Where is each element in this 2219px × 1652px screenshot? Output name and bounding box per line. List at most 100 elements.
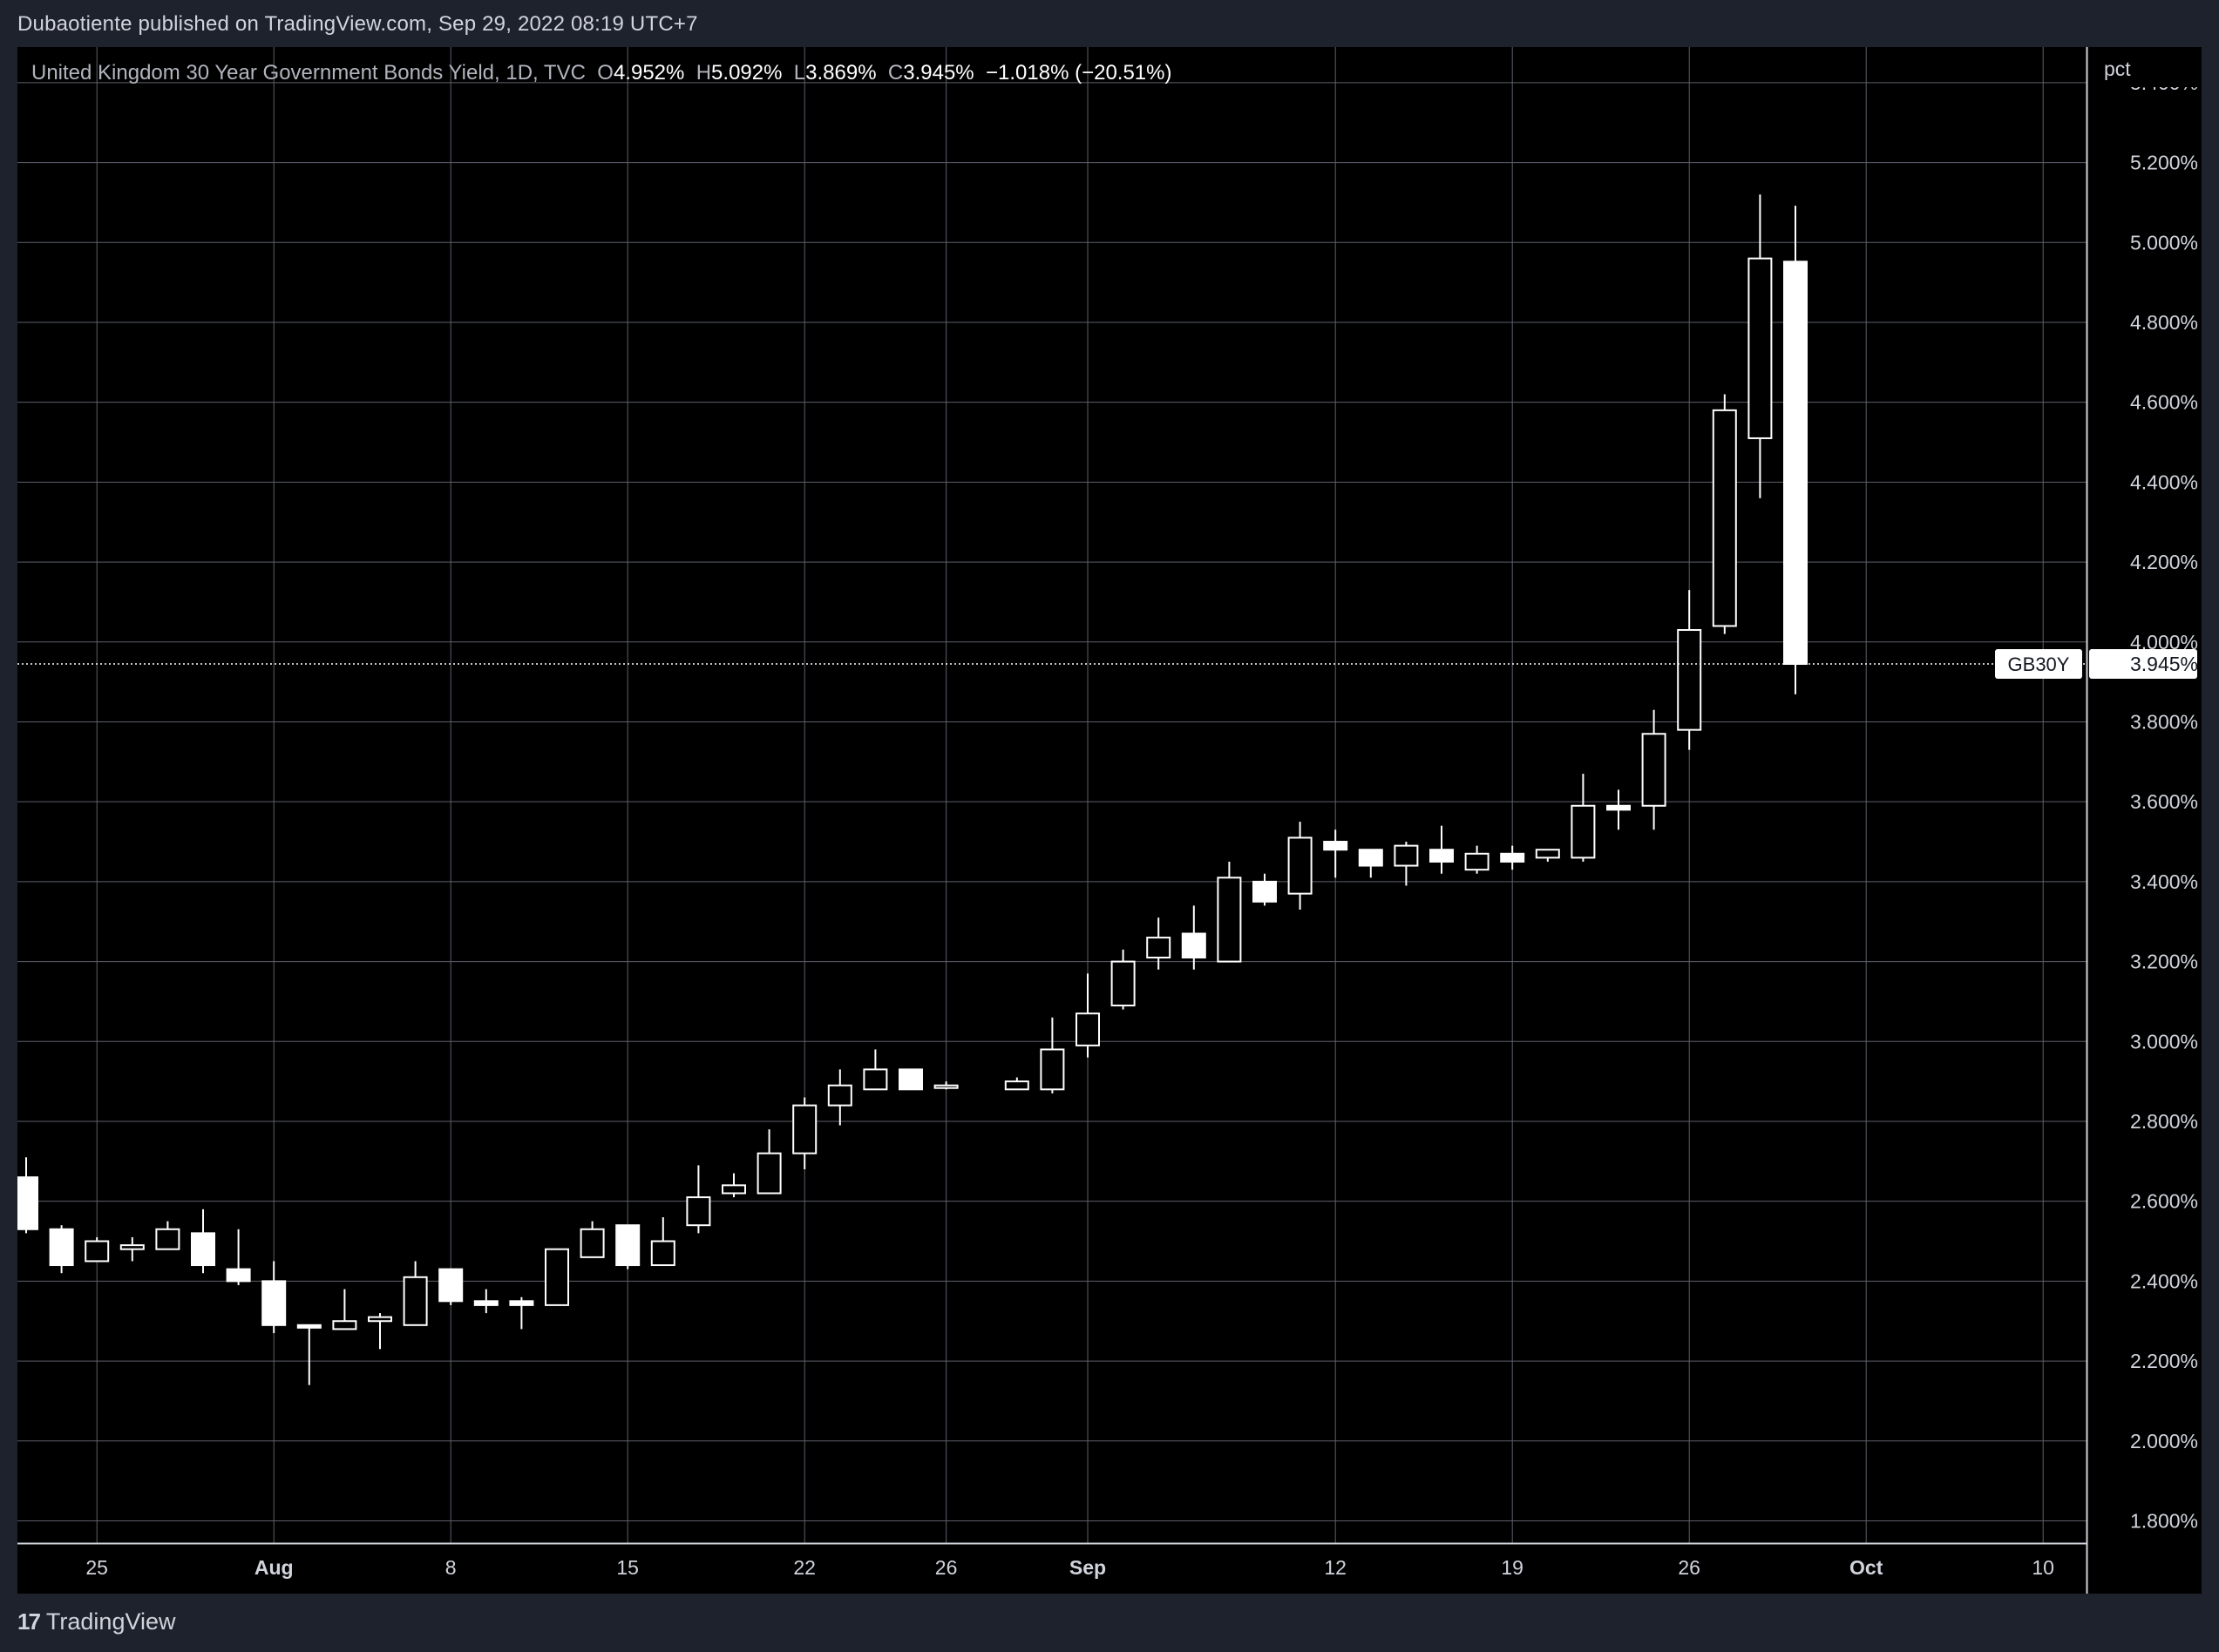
- time-tick-label: 25: [85, 1556, 108, 1579]
- candle-body-down: [509, 1300, 534, 1306]
- candle: [827, 1069, 852, 1126]
- candle: [933, 1081, 959, 1090]
- chart-panel[interactable]: GB30Y 3.945% 1.800% 2.000% 2.200% 2.400% 2.60…: [17, 47, 2202, 1594]
- price-axis-unit-label: pct: [2104, 58, 2131, 80]
- price-axis-unit-bg: [2087, 47, 2202, 87]
- candle: [1641, 709, 1666, 830]
- candle-body-up: [863, 1068, 888, 1091]
- time-tick-label: 15: [616, 1556, 639, 1579]
- price-tick-label: 4.000%: [2130, 631, 2198, 653]
- legend-change: −1.018% (−20.51%): [986, 61, 1172, 85]
- legend-high-label: H: [696, 61, 712, 85]
- candle: [615, 1224, 641, 1269]
- candle-body-up: [1641, 733, 1666, 807]
- candle-body-down: [261, 1280, 287, 1326]
- candle-body-down: [1783, 261, 1808, 665]
- candle: [1500, 845, 1525, 870]
- candle-body-up: [827, 1084, 852, 1107]
- time-tick-label: Sep: [1069, 1556, 1106, 1579]
- price-tick-label: 2.400%: [2130, 1269, 2198, 1292]
- price-tick-label: 3.800%: [2130, 710, 2198, 733]
- candle: [580, 1221, 605, 1258]
- price-tick-label: 2.600%: [2130, 1190, 2198, 1213]
- candle-body-down: [226, 1268, 251, 1283]
- legend-low-value: 3.869%: [805, 61, 877, 85]
- candle-body-up: [1004, 1080, 1029, 1091]
- candle: [1110, 949, 1136, 1010]
- price-tick-label: 3.400%: [2130, 870, 2198, 893]
- legend-open-label: O: [597, 61, 614, 85]
- publisher-line: Dubaotiente published on TradingView.com…: [17, 12, 698, 36]
- candle-body-up: [792, 1104, 818, 1154]
- candle: [792, 1097, 818, 1170]
- legend-high-value: 5.092%: [711, 61, 783, 85]
- candle-body-down: [1358, 849, 1383, 867]
- legend-low-label: L: [793, 61, 806, 85]
- time-tick-label: 26: [935, 1556, 958, 1579]
- candle-body-up: [1464, 852, 1490, 871]
- candle: [1535, 849, 1560, 862]
- candle: [686, 1165, 711, 1234]
- candle-body-down: [473, 1300, 499, 1306]
- price-tick-label: 5.000%: [2130, 231, 2198, 254]
- candle-body-up: [722, 1184, 746, 1195]
- candle-body-down: [296, 1324, 322, 1329]
- candle: [473, 1289, 499, 1314]
- candle: [332, 1289, 357, 1330]
- time-tick-label: 22: [793, 1556, 816, 1579]
- candle-body-up: [650, 1240, 675, 1267]
- last-price-line: GB30Y 3.945%: [17, 649, 2198, 679]
- candle: [1040, 1017, 1065, 1093]
- candlestick-chart[interactable]: GB30Y 3.945% 1.800% 2.000% 2.200% 2.400% 2.60…: [17, 47, 2202, 1594]
- candle: [1712, 394, 1737, 634]
- candle-body-up: [403, 1276, 428, 1326]
- legend-symbol: United Kingdom 30 Year Government Bonds …: [31, 61, 586, 85]
- candle: [757, 1129, 782, 1195]
- candle: [1571, 774, 1596, 862]
- price-axis[interactable]: 1.800% 2.000% 2.200% 2.400% 2.600% 2.800% 3.00…: [2086, 47, 2202, 1594]
- candle-body-down: [1323, 841, 1348, 851]
- time-tick-label: 19: [1501, 1556, 1523, 1579]
- candle: [226, 1229, 251, 1285]
- candle: [545, 1248, 569, 1306]
- symbol-legend[interactable]: United Kingdom 30 Year Government Bonds …: [31, 61, 1171, 85]
- price-tick-label: 4.800%: [2130, 311, 2198, 334]
- price-tick-label: 2.200%: [2130, 1350, 2198, 1372]
- price-tick-label: 3.000%: [2130, 1030, 2198, 1053]
- candle: [261, 1261, 287, 1333]
- symbol-tag-bg: [1995, 649, 2082, 679]
- time-tick-label: 10: [2032, 1556, 2054, 1579]
- tradingview-logo-icon: 17: [17, 1608, 41, 1635]
- candle: [509, 1297, 534, 1330]
- candle: [1429, 825, 1454, 874]
- candle-body-up: [1040, 1048, 1065, 1091]
- candle: [863, 1049, 888, 1091]
- last-price-label: 3.945%: [2130, 653, 2198, 675]
- candle-body-up: [933, 1084, 959, 1089]
- candle-body-up: [1146, 937, 1171, 958]
- candle-body-down: [49, 1228, 74, 1267]
- candle-body-up: [368, 1316, 392, 1323]
- candle: [899, 1068, 923, 1091]
- last-price-label-bg: [2089, 649, 2197, 679]
- legend-close-value: 3.945%: [903, 61, 974, 85]
- candle-body-up: [757, 1152, 782, 1195]
- candle-body-down: [1429, 849, 1454, 863]
- candle-body-up: [119, 1244, 145, 1250]
- tradingview-branding[interactable]: 17 TradingView: [17, 1608, 176, 1635]
- price-tick-label: 2.000%: [2130, 1430, 2198, 1452]
- candle: [1252, 873, 1277, 906]
- symbol-tag-label: GB30Y: [2008, 653, 2070, 675]
- candle-body-down: [1181, 932, 1206, 958]
- candle-body-up: [1571, 804, 1596, 859]
- candle: [119, 1236, 145, 1262]
- candle-body-up: [1712, 409, 1737, 627]
- candle: [49, 1225, 74, 1274]
- candle-body-down: [438, 1268, 464, 1303]
- candle-body-down: [191, 1232, 215, 1267]
- candle-body-up: [545, 1248, 569, 1306]
- candle-body-down: [1606, 804, 1631, 811]
- price-tick-label: 2.800%: [2130, 1110, 2198, 1133]
- time-axis[interactable]: 25 Aug 8 15 22 26 Sep 12 19 26 Oct 10: [17, 1542, 2087, 1580]
- price-tick-label: 4.600%: [2130, 391, 2198, 414]
